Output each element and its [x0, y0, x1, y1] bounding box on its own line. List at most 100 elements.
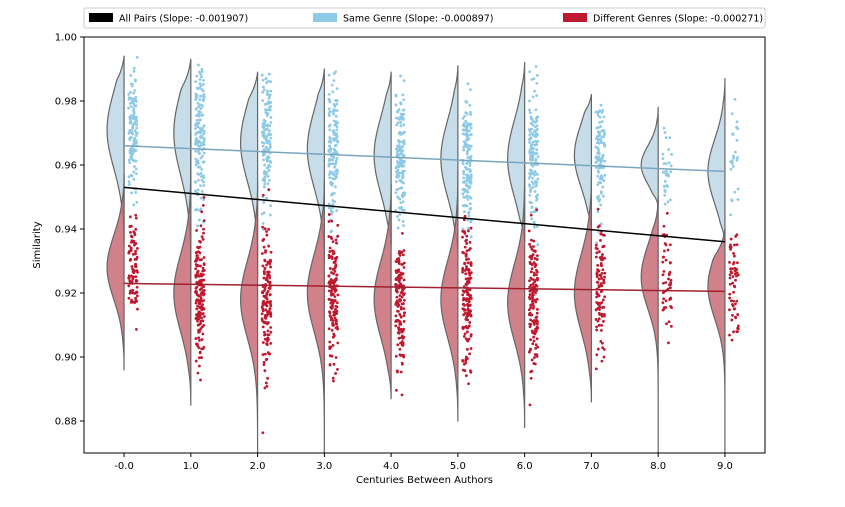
point-diff-3 — [331, 376, 335, 380]
point-same-0 — [134, 134, 138, 137]
point-same-1 — [194, 127, 197, 130]
point-same-2 — [261, 153, 265, 157]
point-same-3 — [335, 172, 339, 176]
point-same-7 — [600, 120, 604, 124]
point-diff-2 — [269, 300, 273, 303]
point-same-2 — [268, 142, 272, 146]
point-same-5 — [468, 123, 472, 127]
point-diff-5 — [467, 293, 471, 297]
point-same-2 — [264, 111, 268, 115]
point-diff-7 — [600, 312, 604, 316]
point-same-4 — [396, 121, 400, 124]
point-diff-9 — [732, 299, 735, 303]
point-same-2 — [264, 128, 268, 131]
point-diff-3 — [335, 241, 338, 245]
point-same-1 — [198, 130, 202, 134]
point-same-2 — [266, 108, 270, 112]
point-diff-9 — [729, 299, 733, 303]
point-diff-7 — [594, 367, 598, 371]
point-diff-0 — [129, 300, 133, 304]
point-diff-2 — [262, 270, 266, 273]
point-diff-7 — [598, 308, 601, 311]
point-diff-9 — [728, 333, 731, 337]
point-same-4 — [402, 169, 406, 173]
point-diff-4 — [401, 341, 405, 345]
point-same-1 — [197, 112, 201, 116]
point-diff-3 — [328, 340, 332, 344]
point-same-0 — [129, 135, 133, 139]
point-diff-9 — [732, 262, 735, 266]
point-diff-1 — [201, 332, 205, 336]
point-same-6 — [535, 117, 538, 120]
point-diff-4 — [402, 327, 406, 331]
point-diff-3 — [335, 301, 339, 305]
point-diff-5 — [462, 218, 466, 222]
point-same-4 — [394, 180, 398, 184]
point-diff-6 — [533, 356, 536, 360]
point-same-7 — [599, 103, 603, 107]
point-same-9 — [736, 187, 740, 191]
point-same-9 — [729, 167, 733, 171]
point-diff-9 — [729, 247, 732, 251]
point-same-9 — [731, 132, 734, 136]
point-diff-7 — [597, 269, 601, 273]
violin-same-9 — [707, 78, 726, 246]
point-same-3 — [334, 114, 338, 118]
point-same-4 — [398, 171, 401, 175]
point-diff-5 — [464, 361, 468, 365]
point-diff-1 — [202, 263, 206, 266]
point-diff-5 — [467, 313, 470, 317]
point-same-5 — [466, 179, 470, 182]
point-same-9 — [733, 150, 737, 154]
point-same-6 — [530, 205, 534, 209]
y-tick-label-2: 0.92 — [55, 289, 77, 300]
point-same-1 — [198, 70, 201, 74]
point-diff-5 — [467, 300, 471, 304]
point-diff-8 — [664, 299, 668, 303]
point-same-7 — [596, 157, 599, 161]
point-same-2 — [269, 100, 273, 104]
point-same-4 — [400, 152, 404, 156]
point-diff-5 — [463, 332, 467, 336]
point-diff-2 — [261, 264, 265, 268]
point-same-4 — [400, 140, 404, 144]
point-diff-7 — [598, 273, 602, 277]
point-same-3 — [334, 99, 337, 102]
point-diff-4 — [394, 260, 398, 263]
point-same-3 — [327, 93, 331, 96]
point-diff-2 — [263, 227, 267, 231]
point-diff-5 — [464, 297, 468, 301]
point-diff-2 — [261, 341, 265, 344]
point-diff-6 — [535, 354, 539, 358]
point-same-1 — [200, 168, 204, 171]
point-diff-6 — [533, 332, 537, 335]
point-same-4 — [400, 176, 404, 180]
point-diff-3 — [335, 273, 339, 277]
point-diff-4 — [394, 354, 398, 358]
point-same-3 — [335, 125, 339, 129]
point-same-7 — [597, 109, 601, 113]
point-diff-1 — [199, 306, 203, 310]
point-same-2 — [266, 155, 270, 159]
point-diff-7 — [600, 329, 603, 332]
point-diff-1 — [196, 304, 199, 308]
point-diff-4 — [398, 253, 402, 257]
point-diff-3 — [336, 234, 340, 238]
point-same-6 — [534, 152, 537, 156]
point-same-5 — [462, 176, 466, 180]
point-diff-3 — [328, 314, 332, 318]
y-tick-label-6: 1.00 — [55, 33, 77, 44]
point-diff-4 — [396, 370, 399, 374]
point-same-1 — [202, 143, 206, 146]
point-diff-9 — [728, 282, 732, 286]
point-diff-7 — [596, 347, 600, 351]
point-same-0 — [133, 165, 136, 168]
point-diff-5 — [465, 258, 468, 261]
point-same-3 — [329, 162, 333, 166]
point-diff-4 — [398, 313, 402, 316]
violin-same-6 — [507, 62, 526, 243]
point-diff-2 — [267, 286, 271, 290]
point-same-1 — [200, 75, 203, 79]
point-same-8 — [663, 131, 667, 134]
point-same-0 — [127, 158, 131, 162]
